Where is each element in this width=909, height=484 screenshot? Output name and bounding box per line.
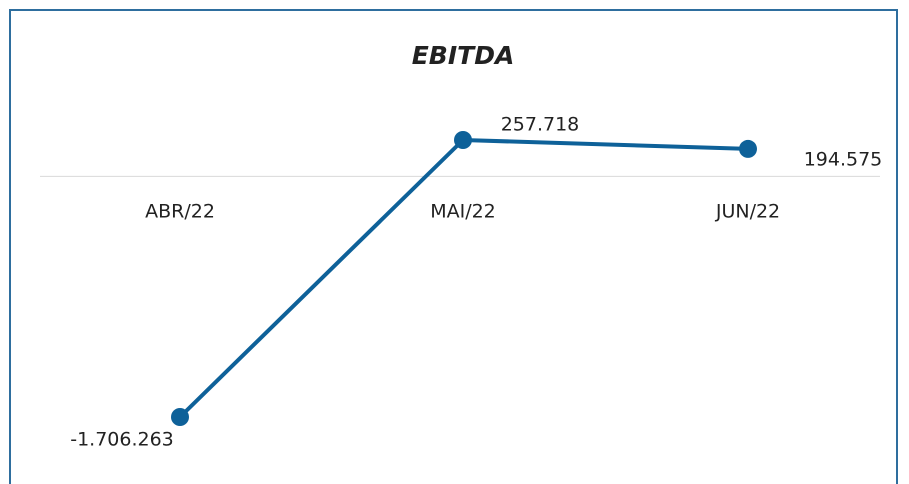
marker [171,408,189,426]
data-label: 194.575 [804,149,883,171]
x-tick-label: MAI/22 [430,201,496,223]
frame [9,9,898,484]
data-label: -1.706.263 [70,429,174,451]
x-tick-label: ABR/22 [145,201,215,223]
marker [454,131,472,149]
x-tick-label: JUN/22 [715,201,780,223]
line [178,137,749,419]
marker [739,139,757,158]
chart-title: EBITDA [412,41,515,70]
data-label: 257.718 [501,114,580,136]
